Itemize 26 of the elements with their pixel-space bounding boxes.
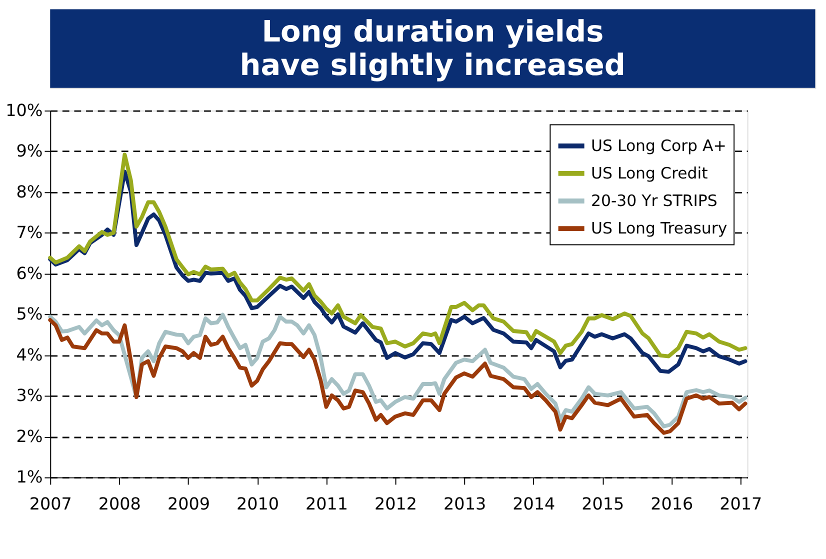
x-tick-label: 2017	[720, 493, 762, 514]
x-tick-label: 2009	[167, 493, 210, 514]
x-tick-label: 2011	[305, 493, 348, 514]
legend-label: US Long Treasury	[590, 218, 728, 238]
y-tick-label: 3%	[16, 385, 43, 406]
y-tick-label: 2%	[16, 426, 43, 446]
y-tick-label: 1%	[16, 466, 43, 487]
y-tick-label: 8%	[16, 181, 43, 202]
y-tick-label: 7%	[16, 222, 43, 242]
x-tick-label: 2012	[374, 493, 418, 514]
legend-label: US Long Credit	[590, 163, 708, 182]
x-tick-label: 2013	[444, 493, 486, 514]
y-tick-label: 9%	[16, 140, 43, 161]
y-tick-label: 6%	[16, 262, 43, 283]
legend-label: US Long Corp A+	[590, 136, 726, 155]
y-tick-label: 10%	[6, 100, 43, 120]
x-tick-label: 2007	[29, 493, 72, 514]
x-tick-label: 2016	[650, 493, 694, 514]
x-tick-label: 2010	[236, 493, 279, 514]
legend-label: 20-30 Yr STRIPS	[590, 190, 718, 210]
x-tick-label: 2008	[98, 493, 141, 514]
x-tick-label: 2014	[512, 493, 556, 514]
x-tick-label: 2015	[582, 493, 624, 514]
chart-title: Long duration yields have slightly increased	[240, 14, 626, 82]
y-tick-label: 5%	[16, 304, 43, 324]
y-tick-label: 4%	[16, 344, 43, 364]
